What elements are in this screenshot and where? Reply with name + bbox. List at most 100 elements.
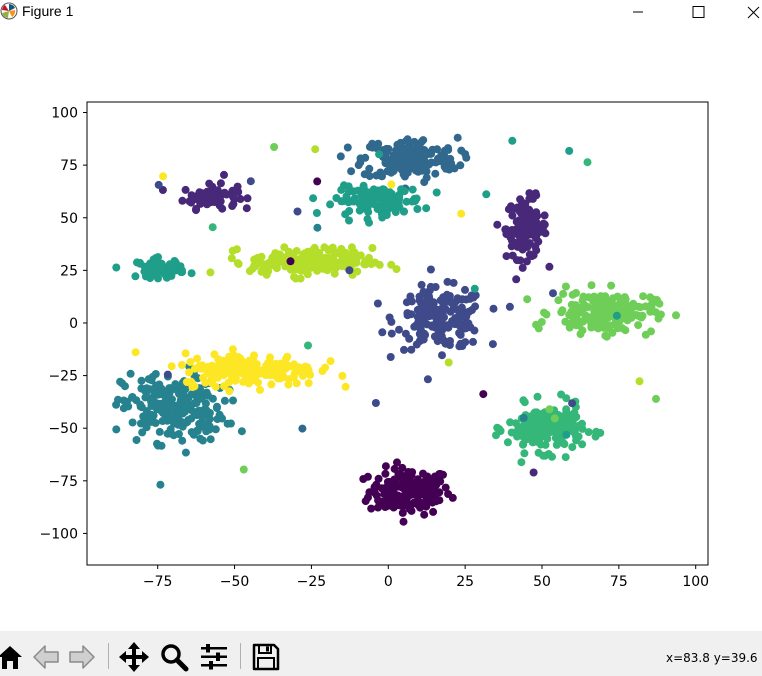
scatter-point <box>395 146 403 155</box>
scatter-point <box>187 269 196 278</box>
scatter-point <box>180 407 189 416</box>
scatter-point <box>612 311 621 320</box>
scatter-point <box>555 432 564 441</box>
close-button[interactable] <box>734 0 762 28</box>
scatter-point <box>381 469 390 478</box>
close-icon <box>747 6 760 19</box>
scatter-point <box>383 502 392 511</box>
scatter-point <box>550 414 559 423</box>
scatter-point <box>412 479 421 488</box>
scatter-point <box>112 400 121 409</box>
scatter-point <box>209 196 218 205</box>
figure-canvas[interactable]: −75 −50 −25 0 25 50 75 100 1007550250−25−50−75−… <box>0 30 762 631</box>
scatter-point <box>426 265 435 274</box>
scatter-point <box>370 483 379 491</box>
scatter-point <box>439 336 448 345</box>
scatter-point <box>424 160 433 169</box>
scatter-point <box>418 331 426 340</box>
scatter-point <box>307 248 316 257</box>
scatter-point <box>470 284 479 293</box>
scatter-point <box>545 405 554 414</box>
y-tick-label: −50 <box>48 421 78 437</box>
scatter-point <box>404 158 413 167</box>
scatter-point <box>158 402 167 411</box>
scatter-point <box>199 373 208 382</box>
scatter-point <box>449 278 458 287</box>
scatter-point <box>411 197 420 206</box>
scatter-point <box>184 416 193 424</box>
scatter-point <box>286 257 295 266</box>
scatter-point <box>281 262 290 271</box>
scatter-point <box>634 321 643 330</box>
scatter-point <box>158 417 167 425</box>
scatter-point <box>154 180 163 189</box>
scatter-point <box>185 368 193 377</box>
scatter-point <box>178 436 187 445</box>
minimize-button[interactable] <box>624 0 670 28</box>
zoom-button[interactable] <box>158 641 190 673</box>
scatter-point <box>345 251 353 260</box>
scatter-point <box>234 365 243 374</box>
scatter-point <box>211 425 220 434</box>
scatter-point <box>422 312 431 321</box>
scatter-point <box>174 420 183 429</box>
scatter-point <box>313 223 322 232</box>
scatter-point <box>193 354 202 363</box>
scatter-point <box>412 340 421 349</box>
scatter-point <box>299 250 308 259</box>
scatter-point <box>505 302 514 311</box>
scatter-point <box>151 370 160 378</box>
scatter-point <box>516 195 525 204</box>
scatter-point <box>641 302 650 311</box>
scatter-point <box>423 320 432 329</box>
scatter-point <box>338 371 347 380</box>
maximize-button[interactable] <box>680 0 726 28</box>
scatter-point <box>607 281 616 290</box>
scatter-point <box>358 197 367 206</box>
scatter-point <box>228 345 237 354</box>
scatter-point <box>177 361 186 369</box>
scatter-point <box>155 427 164 436</box>
home-button[interactable] <box>0 641 26 673</box>
scatter-point <box>493 423 502 432</box>
save-button[interactable] <box>250 641 282 673</box>
scatter-point <box>352 256 361 265</box>
scatter-point <box>403 135 412 144</box>
scatter-point <box>447 298 456 307</box>
axes-frame <box>86 101 709 566</box>
scatter-point <box>364 208 373 217</box>
configure-subplots-button[interactable] <box>198 641 230 673</box>
scatter-point <box>331 250 339 258</box>
scatter-points <box>112 133 680 526</box>
scatter-point <box>578 326 587 335</box>
y-axis: 100 75 50 25 0 −25 −50 −75 −100 <box>40 106 87 542</box>
scatter-point <box>461 285 469 294</box>
scatter-point <box>400 187 409 196</box>
scatter-point <box>574 307 583 316</box>
y-tick-label: 50 <box>60 211 78 227</box>
scatter-point <box>422 204 431 213</box>
back-button[interactable] <box>30 641 62 673</box>
scatter-point <box>381 462 390 471</box>
scatter-point <box>465 294 474 303</box>
scatter-point <box>634 311 643 320</box>
scatter-point <box>493 220 502 229</box>
scatter-point <box>435 470 444 478</box>
scatter-point <box>503 438 512 447</box>
scatter-point <box>343 143 352 152</box>
scatter-point <box>520 449 529 458</box>
scatter-point <box>429 485 438 494</box>
scatter-point <box>545 262 554 271</box>
scatter-point <box>203 197 212 206</box>
pan-button[interactable] <box>118 641 150 673</box>
scatter-point <box>540 308 548 317</box>
forward-button[interactable] <box>66 641 98 673</box>
scatter-point <box>403 501 412 510</box>
scatter-point <box>210 350 219 359</box>
scatter-point <box>529 468 538 477</box>
x-tick-label: −50 <box>220 574 250 590</box>
scatter-point <box>462 308 471 317</box>
scatter-point <box>254 378 262 387</box>
scatter-point <box>387 483 396 491</box>
magnifier-icon <box>161 644 189 672</box>
